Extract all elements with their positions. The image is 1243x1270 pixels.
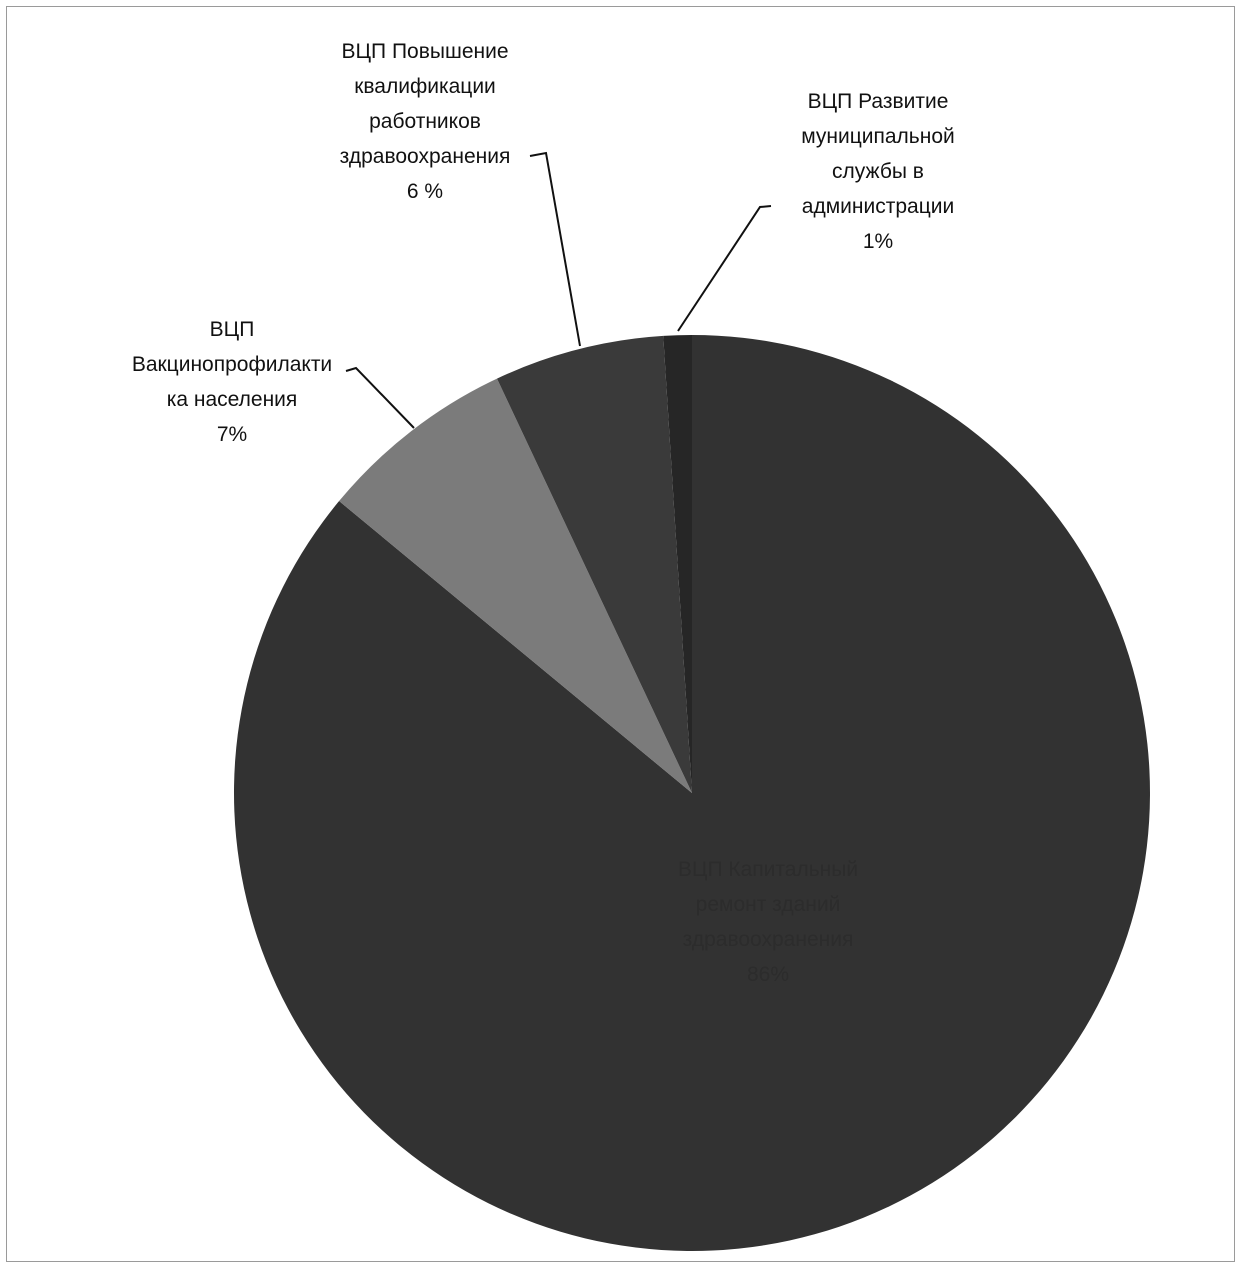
slice-label-line: работников [369,110,481,133]
slice-label-line: ВЦП Повышение [341,40,508,63]
slice-label-line: муниципальной [801,125,955,148]
slice-label-line: 86% [747,963,789,986]
pie-slice [233,335,1150,1251]
pie-slice [496,335,692,793]
slice-label-line: ВЦП Капитальный [678,858,858,881]
slice-label-line: 1% [863,230,893,253]
slice-label-line: администрации [802,195,954,218]
slice-label-line: ка населения [167,388,298,411]
slice-label-line: 6 % [407,180,443,203]
slice-label: ВЦП Капитальный ремонт зданий здравоохране… [678,858,858,986]
slice-label-line: квалификации [354,75,496,98]
slice-label: ВЦП Вакцинопрофилакти ка населения 7% [132,318,332,446]
slice-label-line: здравоохранения [683,928,854,951]
pie-slice [339,378,692,793]
slice-label-line: ВЦП [210,318,255,341]
slice-label-line: Вакцинопрофилакти [132,353,332,376]
leader-line [529,151,581,347]
pie-slice [663,335,692,793]
leader-line [345,366,415,429]
slice-label-line: 7% [217,423,247,446]
slice-label-line: ремонт зданий [696,893,841,916]
leader-line [677,205,772,332]
slice-label-line: службы в [832,160,924,183]
slice-label: ВЦП Повышение квалификации работников здрав… [340,40,511,203]
slice-label-line: ВЦП Развитие [808,90,949,113]
slice-label-line: здравоохранения [340,145,511,168]
slice-label: ВЦП Развитие муниципальной службы в админис… [801,90,955,253]
